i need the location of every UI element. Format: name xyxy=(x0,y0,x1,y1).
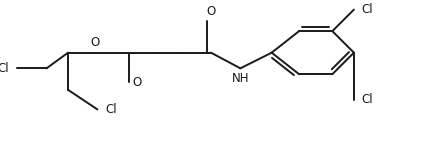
Text: O: O xyxy=(206,5,216,18)
Text: Cl: Cl xyxy=(362,3,373,16)
Text: Cl: Cl xyxy=(362,93,373,106)
Text: NH: NH xyxy=(232,72,249,85)
Text: O: O xyxy=(91,36,100,49)
Text: O: O xyxy=(132,76,141,88)
Text: Cl: Cl xyxy=(0,62,9,75)
Text: Cl: Cl xyxy=(105,103,117,116)
